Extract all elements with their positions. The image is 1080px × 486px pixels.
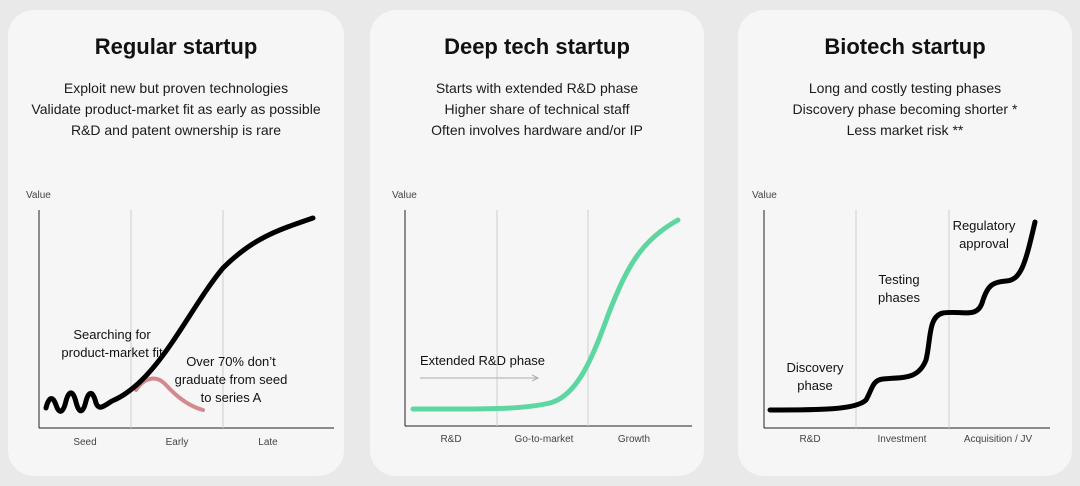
x-label-early: Early (166, 437, 189, 448)
x-label-rd: R&D (440, 434, 461, 445)
card-description: Starts with extended R&D phase Higher sh… (370, 78, 704, 141)
deep-tech-chart: Value R&D Go-to-market Growth Extended R… (392, 190, 692, 445)
note-search-line: Searching for (73, 327, 151, 342)
growth-curve (767, 219, 1038, 413)
card-regular-startup: Regular startup Exploit new but proven t… (8, 10, 344, 476)
y-axis-label: Value (392, 190, 417, 201)
regular-startup-chart: Value Seed Early Late Searching for prod… (26, 190, 334, 448)
x-label-growth: Growth (618, 434, 650, 445)
x-label-go-to-market: Go-to-market (515, 434, 574, 445)
note-regulatory-line: approval (959, 236, 1009, 251)
x-label-seed: Seed (73, 437, 96, 448)
note-discovery-line: Discovery (786, 360, 844, 375)
x-label-rd: R&D (799, 434, 820, 445)
desc-line: Less market risk ** (846, 122, 964, 138)
growth-curve (410, 217, 681, 412)
desc-line: Long and costly testing phases (808, 80, 1002, 96)
note-testing-line: phases (878, 290, 920, 305)
note-fail-line: Over 70% don’t (186, 354, 276, 369)
card-biotech-startup: Biotech startup Long and costly testing … (738, 10, 1072, 476)
card-description: Exploit new but proven technologies Vali… (8, 78, 344, 141)
growth-curve (43, 215, 316, 414)
x-label-late: Late (258, 437, 278, 448)
y-axis-label: Value (26, 190, 51, 201)
desc-line: Exploit new but proven technologies (63, 80, 289, 96)
note-regulatory-line: Regulatory (953, 218, 1016, 233)
note-fail-line: to series A (201, 390, 262, 405)
note-discovery-line: phase (797, 378, 832, 393)
card-title: Biotech startup (824, 34, 986, 59)
card-deep-tech-startup: Deep tech startup Starts with extended R… (370, 10, 704, 476)
desc-line: Validate product-market fit as early as … (31, 101, 321, 117)
note-fail-line: graduate from seed (175, 372, 288, 387)
desc-line: Starts with extended R&D phase (435, 80, 639, 96)
x-label-acquisition-jv: Acquisition / JV (964, 434, 1033, 445)
desc-line: Higher share of technical staff (444, 101, 630, 117)
note-search-line: product-market fit (61, 345, 163, 360)
card-title: Deep tech startup (444, 34, 630, 59)
fail-curve (134, 376, 205, 412)
card-description: Long and costly testing phases Discovery… (738, 78, 1072, 141)
note-testing-line: Testing (878, 272, 919, 287)
desc-line: Discovery phase becoming shorter * (792, 101, 1018, 117)
x-label-investment: Investment (878, 434, 927, 445)
desc-line: Often involves hardware and/or IP (431, 122, 643, 138)
note-extended-rd: Extended R&D phase (420, 353, 545, 368)
desc-line: R&D and patent ownership is rare (70, 122, 282, 138)
card-title: Regular startup (94, 34, 258, 59)
y-axis-label: Value (752, 190, 777, 201)
biotech-chart: Value R&D Investment Acquisition / JV Di… (752, 190, 1050, 445)
